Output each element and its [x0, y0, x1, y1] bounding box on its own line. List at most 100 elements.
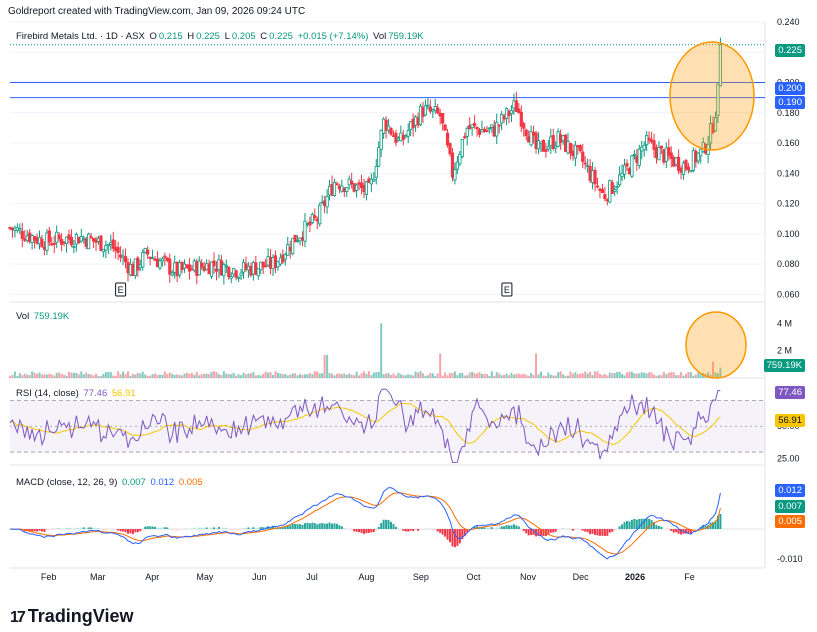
volume-bar: [230, 374, 233, 378]
volume-bar: [220, 375, 223, 378]
volume-name: Vol: [16, 311, 30, 322]
candle-body: [524, 129, 528, 137]
volume-bar: [11, 374, 14, 378]
macd-histogram-bar: [441, 529, 444, 535]
macd-histogram-bar: [254, 528, 257, 529]
candle-body: [546, 146, 550, 150]
candle-body: [254, 262, 258, 275]
macd-histogram-bar: [377, 527, 380, 529]
volume-bar: [43, 374, 46, 378]
candle-body: [101, 248, 106, 253]
volume-bar: [370, 375, 373, 378]
volume-bar: [638, 373, 641, 378]
candle-body: [57, 234, 61, 240]
volume-bar: [360, 373, 363, 378]
candle-body: [544, 149, 548, 152]
candle-body: [303, 220, 307, 242]
highlight-circles: [669, 41, 755, 379]
macd-histogram-bar: [520, 529, 523, 530]
candle-body: [497, 124, 501, 127]
volume-bar: [468, 372, 471, 378]
candle-body: [148, 256, 152, 259]
candle-body: [608, 180, 612, 203]
macd-histogram-bar: [262, 527, 265, 529]
macd-histogram-bar: [512, 524, 515, 529]
candle-body: [273, 255, 278, 269]
candle-body: [431, 109, 435, 112]
macd-histogram-bar: [596, 529, 599, 536]
macd-histogram-bar: [611, 529, 614, 532]
candle-body: [386, 125, 391, 131]
rsi-name: RSI (14, close): [16, 388, 79, 399]
volume-bar: [552, 375, 555, 378]
volume-bar: [564, 375, 567, 378]
candle-body: [298, 237, 302, 242]
macd-histogram-bar: [114, 529, 117, 531]
volume-bar: [289, 374, 292, 378]
macd-histogram-bar: [134, 529, 137, 533]
macd-histogram-bar: [237, 529, 240, 531]
macd-histogram-bar: [183, 528, 186, 530]
macd-histogram-bar: [638, 518, 641, 529]
macd-histogram-bar: [77, 528, 80, 529]
candle-body: [492, 125, 496, 137]
candle-body: [116, 247, 120, 253]
candle-body: [472, 123, 477, 127]
candle-body: [522, 123, 526, 129]
candle-body: [229, 276, 233, 279]
candle-body: [453, 169, 457, 181]
candle-body: [96, 237, 101, 242]
macd-histogram-bar: [598, 529, 601, 536]
volume-bar: [126, 371, 129, 378]
candle-body: [465, 128, 469, 137]
macd-histogram-bar: [653, 522, 656, 529]
candle-body: [595, 185, 600, 188]
candle-body: [200, 262, 204, 268]
macd-histogram-bar: [375, 529, 378, 531]
macd-histogram-bar: [210, 527, 213, 529]
volume-bar: [213, 371, 216, 378]
candle-body: [583, 162, 587, 165]
macd-histogram-bar: [702, 525, 705, 529]
volume-bar: [33, 372, 36, 378]
volume-bar: [240, 375, 243, 378]
candle-body: [291, 237, 295, 255]
volume-bar: [623, 375, 626, 378]
candle-body: [600, 188, 605, 193]
macd-histogram-bar: [530, 529, 533, 535]
candle-body: [212, 260, 216, 267]
volume-bar: [267, 372, 270, 378]
candle-body: [463, 136, 467, 139]
volume-bar: [611, 373, 614, 378]
macd-histogram-bar: [355, 529, 358, 532]
macd-histogram-bar: [82, 527, 85, 529]
candle-body: [455, 161, 459, 170]
macd-histogram-bar: [461, 529, 464, 540]
macd-histogram-bar: [687, 529, 690, 534]
macd-histogram-bar: [537, 529, 540, 536]
candle-body: [337, 185, 341, 190]
macd-histogram-bar: [141, 528, 144, 530]
candle-body: [249, 265, 253, 276]
volume-bar: [171, 373, 174, 378]
macd-histogram-bar: [716, 515, 719, 529]
candle-body: [227, 266, 231, 278]
vol-value: 759.19K: [388, 31, 424, 42]
macd-histogram-bar: [608, 529, 611, 533]
macd-histogram-bar: [429, 529, 432, 530]
candle-body: [89, 236, 93, 239]
macd-histogram-bar: [421, 529, 424, 530]
volume-bar: [478, 372, 481, 378]
candle-body: [126, 262, 130, 274]
volume-bar: [417, 372, 420, 378]
change-value: +0.015 (+7.14%): [297, 31, 369, 42]
candle-body: [192, 260, 196, 271]
tradingview-logo[interactable]: 17 TradingView: [10, 606, 134, 627]
volume-bar: [409, 374, 412, 378]
macd-histogram-bar: [623, 522, 626, 529]
candle-body: [559, 134, 563, 143]
macd-signal-value: 0.005: [178, 477, 203, 488]
volume-bar: [205, 373, 208, 378]
volume-bar: [279, 373, 282, 378]
